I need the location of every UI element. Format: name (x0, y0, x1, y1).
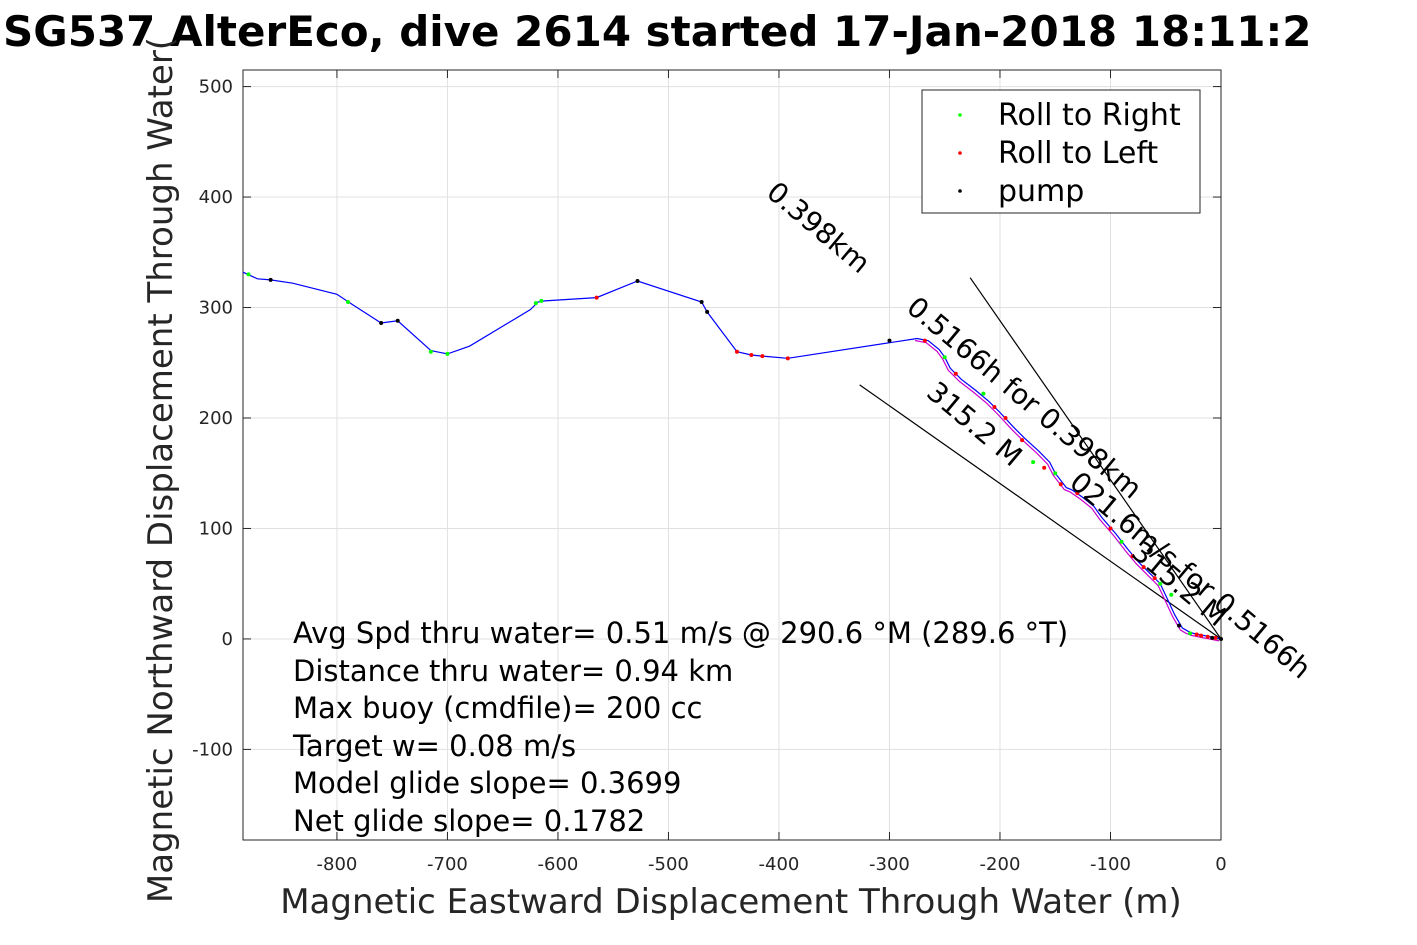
pump-point (887, 338, 892, 343)
x-tick-label: 0 (1215, 854, 1226, 875)
bearing-line (859, 384, 1222, 640)
roll-left-point (953, 371, 958, 376)
bearing-line (969, 277, 1222, 640)
roll-right-point (1188, 631, 1193, 636)
distance-annotation: Distance thru water= 0.94 km (293, 654, 733, 688)
x-tick-label: -400 (759, 854, 800, 875)
x-tick-label: -200 (980, 854, 1021, 875)
roll-left-point (749, 353, 754, 358)
y-tick-label: 200 (199, 408, 233, 429)
model-glide-slope-annotation: Model glide slope= 0.3699 (293, 766, 681, 800)
x-tick-label: -100 (1090, 854, 1131, 875)
roll-left-point (785, 356, 790, 361)
x-tick-label: -500 (648, 854, 689, 875)
x-tick-label: -300 (869, 854, 910, 875)
legend-roll-left-label: Roll to Left (998, 136, 1158, 171)
roll-right-point (981, 391, 986, 396)
roll-left-point (1003, 415, 1008, 420)
grid-lines (243, 70, 1222, 840)
rotated-distance-label: 0.398km (761, 175, 877, 280)
legend-roll-right-label: Roll to Right (998, 98, 1181, 133)
roll-right-point (1169, 592, 1174, 597)
y-tick-label: 500 (199, 77, 233, 98)
legend-roll-right-marker (958, 113, 962, 117)
x-axis-label: Magnetic Eastward Displacement Through W… (280, 882, 1182, 922)
roll-left-point (1194, 632, 1199, 637)
roll-left-point (1058, 482, 1063, 487)
legend: Roll to Right Roll to Left pump (921, 89, 1201, 214)
roll-left-point (734, 349, 739, 354)
plot-area-frame (242, 69, 1222, 841)
pump-point (699, 299, 704, 304)
stats-annotations: Avg Spd thru water= 0.51 m/s @ 290.6 °M … (292, 616, 1068, 838)
roll-left-point (594, 295, 599, 300)
roll-left-point (992, 404, 997, 409)
roll-right-point (539, 298, 544, 303)
y-tick-label: 400 (199, 187, 233, 208)
target-w-annotation: Target w= 0.08 m/s (292, 729, 576, 763)
y-axis-label: Magnetic Northward Displacement Through … (141, 37, 181, 903)
max-buoy-annotation: Max buoy (cmdfile)= 200 cc (293, 691, 702, 725)
net-glide-slope-annotation: Net glide slope= 0.1782 (293, 804, 645, 838)
glide-track-line (242, 271, 1222, 640)
roll-right-point (428, 349, 433, 354)
rotated-labels: 0.398km 0.5166h for 0.398km 315.2 M 021.… (761, 175, 1318, 685)
roll-right-point (942, 355, 947, 360)
avg-speed-annotation: Avg Spd thru water= 0.51 m/s @ 290.6 °M … (293, 616, 1068, 650)
x-tick-label: -600 (538, 854, 579, 875)
bearing-lines (859, 277, 1222, 640)
roll-left-point (1199, 633, 1204, 638)
y-tick-label: 100 (199, 518, 233, 539)
roll-right-point (1053, 471, 1058, 476)
y-tick-label: -100 (192, 739, 233, 760)
pump-point (635, 279, 640, 284)
roll-left-point (922, 338, 927, 343)
roll-right-point (246, 272, 251, 277)
pump-point (268, 277, 273, 282)
pump-point (1210, 635, 1215, 640)
legend-roll-left-marker (958, 151, 962, 155)
x-tick-label: -700 (427, 854, 468, 875)
roll-left-point (1042, 465, 1047, 470)
roll-left-point (1213, 635, 1218, 640)
roll-left-point (1205, 634, 1210, 639)
roll-right-point (445, 351, 450, 356)
roll-left-point (760, 354, 765, 359)
roll-left-point (1020, 438, 1025, 443)
y-tick-label: 0 (222, 629, 233, 650)
roll-right-point (1031, 460, 1036, 465)
x-tick-label: -800 (317, 854, 358, 875)
x-axis-ticks: -800 -700 -600 -500 -400 -300 -200 -100 0 (317, 70, 1227, 875)
y-axis-ticks: -100 0 100 200 300 400 500 (192, 77, 1221, 760)
y-tick-label: 300 (199, 298, 233, 319)
roll-right-point (1119, 539, 1124, 544)
roll-left-point (1141, 565, 1146, 570)
roll-left-point (1152, 576, 1157, 581)
roll-right-point (345, 299, 350, 304)
roll-left-point (1075, 491, 1080, 496)
pump-point (379, 320, 384, 325)
pump-point (395, 318, 400, 323)
legend-pump-marker (958, 189, 962, 193)
roll-left-point (1130, 554, 1135, 559)
pump-point (1177, 623, 1182, 628)
pump-point (705, 309, 710, 314)
roll-left-point (1108, 526, 1113, 531)
legend-box (921, 89, 1201, 214)
chart-title: SG537 AlterEco, dive 2614 started 17-Jan… (3, 7, 1311, 56)
pump-point (1219, 636, 1223, 641)
roll-right-point (1158, 581, 1163, 586)
roll-markers (246, 272, 1223, 641)
roll-right-point (533, 301, 538, 306)
legend-pump-label: pump (998, 174, 1084, 209)
